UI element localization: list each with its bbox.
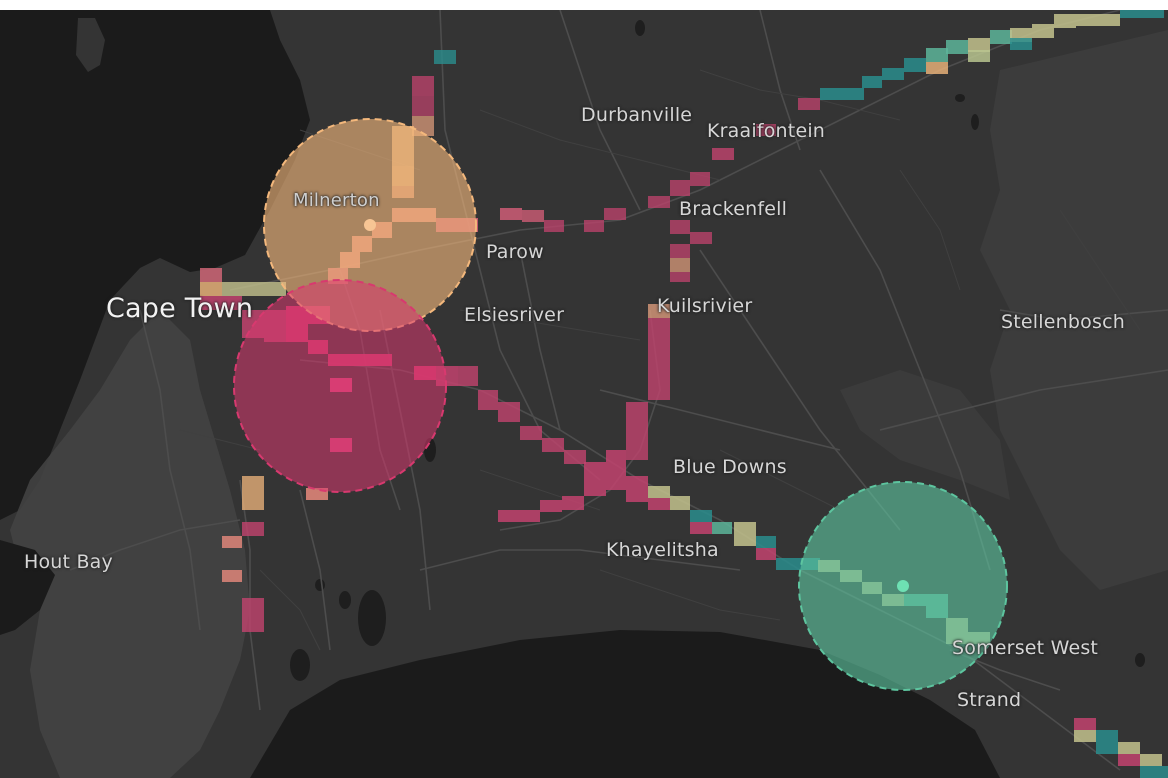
- peninsula-hills: [10, 310, 250, 778]
- ponds: [290, 20, 1145, 681]
- eastern-mountains-2: [840, 370, 1010, 500]
- map-canvas[interactable]: Cape Town Milnerton Durbanville Kraaifon…: [0, 10, 1168, 778]
- false-bay-water: [250, 630, 1000, 778]
- cluster-green[interactable]: [798, 481, 1008, 691]
- eastern-mountains: [980, 30, 1168, 590]
- cluster-pink[interactable]: [233, 279, 447, 493]
- table-bay-water: [0, 10, 310, 520]
- minor-roads: [179, 69, 1141, 651]
- island-shape: [76, 18, 105, 72]
- cluster-orange-center: [364, 219, 376, 231]
- cluster-orange[interactable]: [263, 118, 477, 332]
- hout-bay-water: [0, 540, 55, 635]
- map-basemap: [0, 10, 1168, 778]
- cluster-green-center: [897, 580, 909, 592]
